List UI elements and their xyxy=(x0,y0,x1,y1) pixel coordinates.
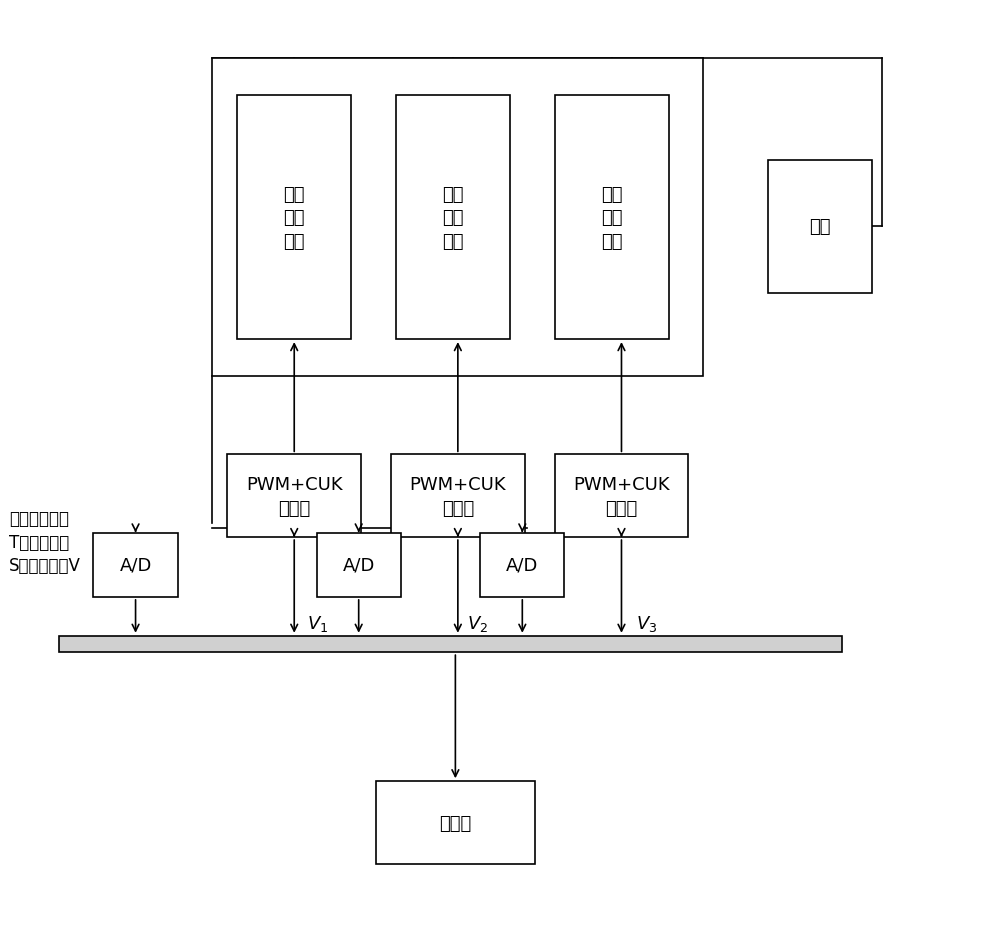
Text: PWM+CUK
斩波器: PWM+CUK 斩波器 xyxy=(246,475,343,517)
Bar xyxy=(376,781,535,864)
Text: A/D: A/D xyxy=(343,556,375,574)
Text: 光伏
并联
阵列: 光伏 并联 阵列 xyxy=(442,186,464,251)
Bar xyxy=(212,59,703,377)
Bar xyxy=(480,533,564,598)
Bar xyxy=(237,97,351,340)
Text: A/D: A/D xyxy=(506,556,538,574)
Text: $V_3$: $V_3$ xyxy=(636,613,657,633)
Bar xyxy=(93,533,178,598)
Text: 负载: 负载 xyxy=(809,218,831,236)
Text: $V_1$: $V_1$ xyxy=(307,613,328,633)
Bar xyxy=(555,97,669,340)
Text: PWM+CUK
斩波器: PWM+CUK 斩波器 xyxy=(410,475,506,517)
Text: A/D: A/D xyxy=(119,556,152,574)
Text: 光伏
并联
阵列: 光伏 并联 阵列 xyxy=(283,186,305,251)
Bar xyxy=(227,455,361,537)
Text: PWM+CUK
斩波器: PWM+CUK 斩波器 xyxy=(573,475,670,517)
Bar xyxy=(396,97,510,340)
Text: 电池表面温度
T、光照强度
S、当前电压V: 电池表面温度 T、光照强度 S、当前电压V xyxy=(9,509,81,574)
Text: 光伏
并联
阵列: 光伏 并联 阵列 xyxy=(601,186,622,251)
Text: $V_2$: $V_2$ xyxy=(467,613,488,633)
Bar xyxy=(768,161,872,294)
Bar xyxy=(59,636,842,652)
Bar xyxy=(317,533,401,598)
Bar xyxy=(555,455,688,537)
Text: 计算机: 计算机 xyxy=(439,814,472,831)
Bar xyxy=(391,455,525,537)
